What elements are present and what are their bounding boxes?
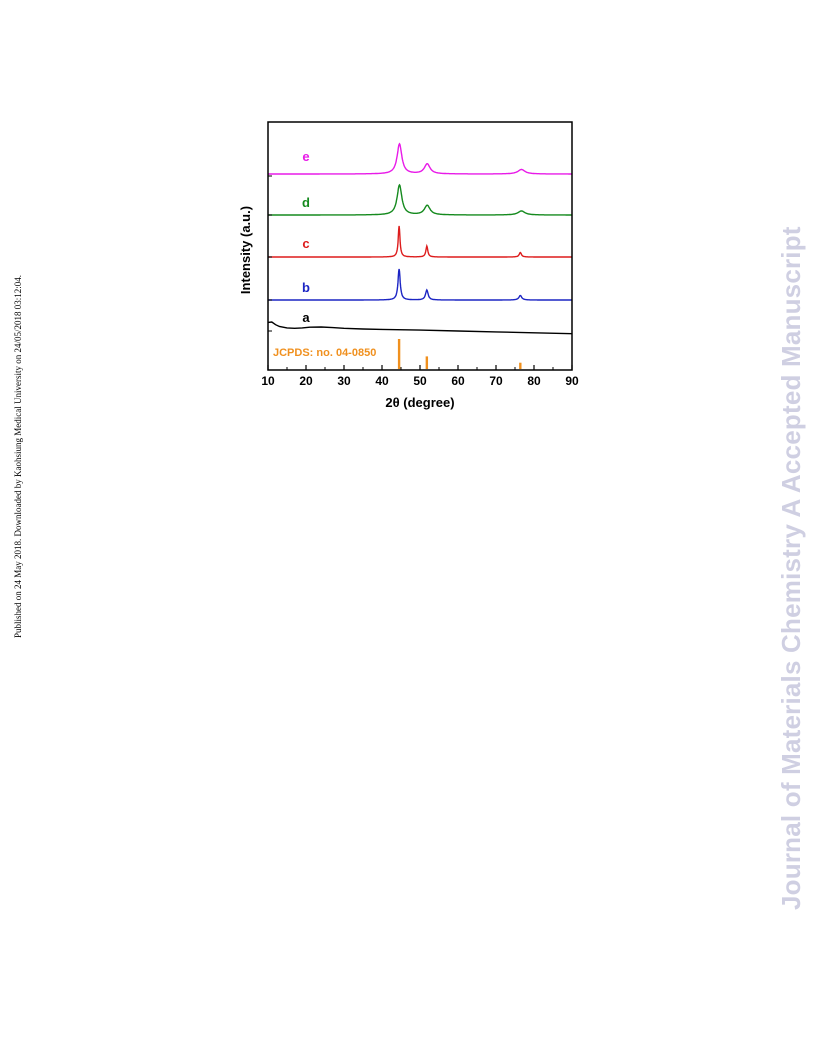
series-line-d — [268, 183, 572, 216]
series-label-a: a — [302, 310, 310, 325]
x-tick-label-80: 80 — [527, 374, 541, 388]
x-tick-label-90: 90 — [565, 374, 579, 388]
x-tick-label-10: 10 — [261, 374, 275, 388]
y-axis-title: Intensity (a.u.) — [238, 206, 253, 294]
x-tick-label-30: 30 — [337, 374, 351, 388]
series-label-b: b — [302, 280, 310, 295]
series-line-b — [268, 268, 572, 301]
series-label-d: d — [302, 195, 310, 210]
x-tick-label-40: 40 — [375, 374, 389, 388]
reference-sticks — [397, 339, 522, 369]
series-label-e: e — [302, 149, 309, 164]
x-axis-title: 2θ (degree) — [385, 395, 454, 410]
trace-labels: ab c d e — [302, 149, 310, 325]
x-tick-labels: 10 20 30 40 50 60 70 80 90 — [261, 374, 579, 388]
axis-ticks — [267, 175, 573, 370]
x-tick-label-50: 50 — [413, 374, 427, 388]
series-line-c — [268, 225, 572, 258]
trace-group — [267, 142, 573, 335]
series-line-a — [267, 321, 573, 335]
series-label-c: c — [302, 236, 309, 251]
x-tick-label-20: 20 — [299, 374, 313, 388]
series-line-e — [268, 142, 572, 175]
x-tick-label-70: 70 — [489, 374, 503, 388]
reference-label: JCPDS: no. 04-0850 — [273, 347, 376, 359]
x-tick-label-60: 60 — [451, 374, 465, 388]
